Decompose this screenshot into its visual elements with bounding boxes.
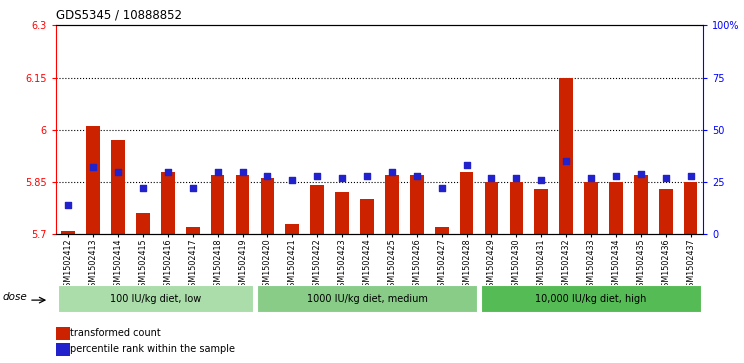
Point	[361, 173, 373, 179]
Bar	[310, 185, 324, 234]
Bar	[86, 126, 100, 234]
Bar	[56, 343, 70, 356]
Bar	[161, 172, 175, 234]
Bar	[257, 285, 477, 313]
Point	[436, 185, 448, 191]
Point	[286, 177, 298, 183]
Bar	[56, 327, 70, 340]
Point	[311, 173, 323, 179]
Bar	[684, 182, 697, 234]
Point	[610, 173, 622, 179]
Bar	[434, 227, 449, 234]
Bar	[609, 182, 623, 234]
Text: dose: dose	[3, 292, 28, 302]
Bar	[534, 189, 548, 234]
Bar	[484, 182, 498, 234]
Bar	[510, 182, 523, 234]
Point	[560, 158, 572, 164]
Bar	[460, 172, 473, 234]
Point	[684, 173, 696, 179]
Bar	[634, 175, 648, 234]
Bar	[211, 175, 225, 234]
Bar	[260, 179, 275, 234]
Text: percentile rank within the sample: percentile rank within the sample	[70, 344, 235, 354]
Point	[112, 168, 124, 174]
Text: 1000 IU/kg diet, medium: 1000 IU/kg diet, medium	[307, 294, 428, 303]
Bar	[286, 224, 299, 234]
Bar	[659, 189, 673, 234]
Point	[336, 175, 348, 181]
Point	[486, 175, 498, 181]
Text: transformed count: transformed count	[70, 328, 161, 338]
Point	[536, 177, 548, 183]
Bar	[136, 213, 150, 234]
Point	[585, 175, 597, 181]
Bar	[481, 285, 701, 313]
Point	[187, 185, 199, 191]
Point	[261, 173, 273, 179]
Text: GDS5345 / 10888852: GDS5345 / 10888852	[56, 8, 182, 21]
Bar	[410, 175, 423, 234]
Bar	[385, 175, 399, 234]
Bar	[360, 199, 373, 234]
Point	[162, 168, 174, 174]
Point	[137, 185, 149, 191]
Point	[237, 168, 248, 174]
Bar	[236, 175, 249, 234]
Bar	[559, 78, 573, 234]
Bar	[111, 140, 125, 234]
Text: 10,000 IU/kg diet, high: 10,000 IU/kg diet, high	[536, 294, 647, 303]
Bar	[336, 192, 349, 234]
Point	[510, 175, 522, 181]
Bar	[186, 227, 199, 234]
Bar	[62, 231, 75, 234]
Point	[386, 168, 398, 174]
Point	[461, 162, 472, 168]
Bar	[58, 285, 253, 313]
Point	[660, 175, 672, 181]
Point	[212, 168, 224, 174]
Point	[411, 173, 423, 179]
Point	[62, 202, 74, 208]
Point	[635, 171, 647, 176]
Text: 100 IU/kg diet, low: 100 IU/kg diet, low	[110, 294, 201, 303]
Bar	[584, 182, 598, 234]
Point	[87, 164, 99, 170]
